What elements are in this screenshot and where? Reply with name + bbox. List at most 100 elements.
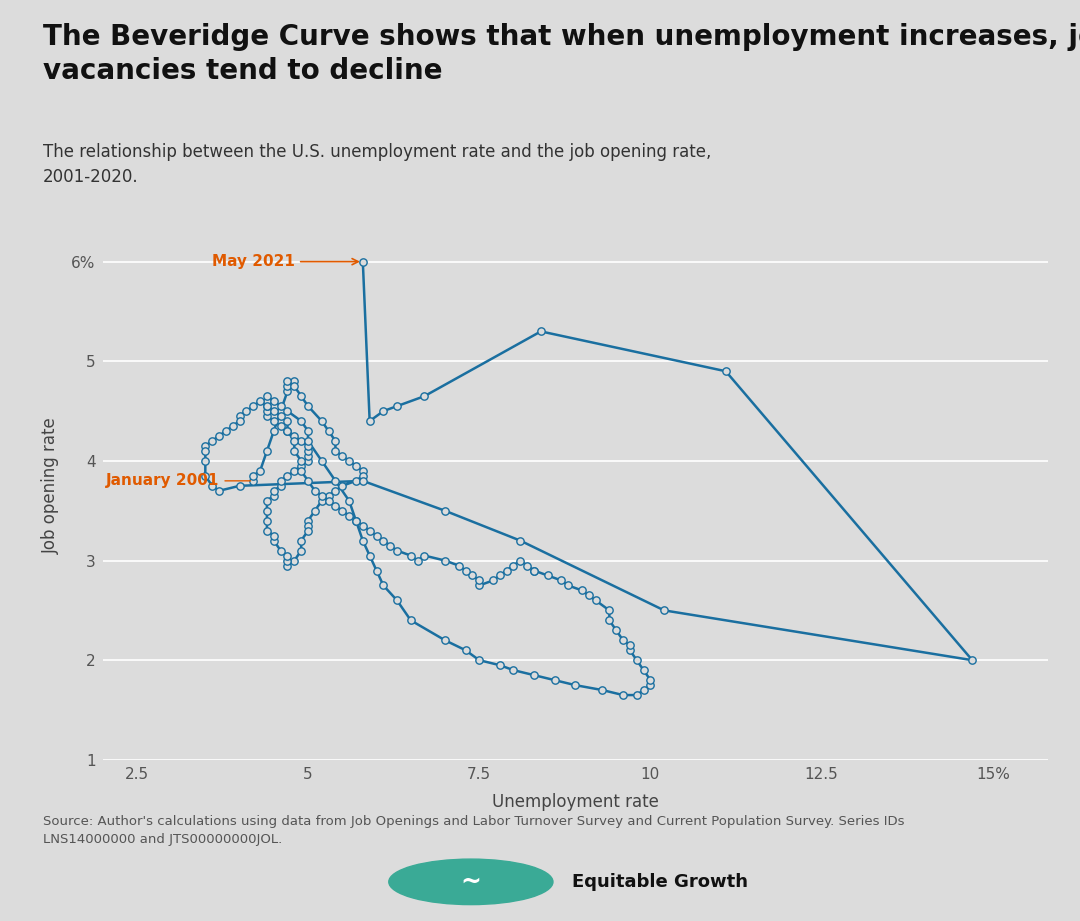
Point <box>258 513 275 528</box>
Point <box>293 533 310 548</box>
Point <box>320 424 337 438</box>
Point <box>334 479 351 494</box>
Point <box>389 543 406 558</box>
Point <box>525 563 542 577</box>
Point <box>375 403 392 418</box>
Point <box>293 434 310 449</box>
Point <box>416 389 433 403</box>
Point <box>266 488 283 503</box>
Point <box>327 484 345 498</box>
Point <box>457 643 474 658</box>
Point <box>272 479 289 494</box>
Point <box>252 463 269 478</box>
Point <box>580 588 597 602</box>
Point <box>231 409 248 424</box>
Point <box>293 463 310 478</box>
Point <box>594 682 611 697</box>
Point <box>266 403 283 418</box>
Point <box>299 438 316 453</box>
Point <box>340 508 357 523</box>
Point <box>279 424 296 438</box>
Point <box>258 399 275 414</box>
Point <box>354 473 372 488</box>
Point <box>600 613 618 628</box>
Point <box>471 578 488 593</box>
Point <box>272 403 289 418</box>
Point <box>299 453 316 468</box>
Point <box>354 533 372 548</box>
Point <box>354 519 372 533</box>
Point <box>279 414 296 428</box>
Point <box>299 424 316 438</box>
Point <box>450 558 468 573</box>
Point <box>553 573 570 588</box>
Point <box>436 633 454 647</box>
Point <box>518 558 536 573</box>
Point <box>299 399 316 414</box>
Point <box>286 434 303 449</box>
Point <box>539 568 556 583</box>
Point <box>389 593 406 608</box>
Text: The Beveridge Curve shows that when unemployment increases, job
vacancies tend t: The Beveridge Curve shows that when unem… <box>43 23 1080 85</box>
Point <box>320 494 337 508</box>
Point <box>436 504 454 519</box>
Point <box>512 554 529 568</box>
X-axis label: Unemployment rate: Unemployment rate <box>491 793 659 810</box>
Text: ~: ~ <box>460 869 482 894</box>
Point <box>231 479 248 494</box>
Text: May 2021: May 2021 <box>212 254 359 269</box>
Point <box>293 543 310 558</box>
Point <box>244 469 261 484</box>
Point <box>197 453 214 468</box>
Point <box>402 613 419 628</box>
Point <box>272 399 289 414</box>
Point <box>525 668 542 682</box>
Point <box>457 563 474 577</box>
Point <box>498 563 515 577</box>
Point <box>299 519 316 533</box>
Point <box>272 543 289 558</box>
Point <box>504 558 522 573</box>
Point <box>279 554 296 568</box>
Point <box>299 523 316 538</box>
Point <box>629 653 646 668</box>
Point <box>266 394 283 409</box>
Point <box>286 428 303 443</box>
Point <box>293 414 310 428</box>
Point <box>217 424 234 438</box>
Point <box>491 568 509 583</box>
Point <box>266 533 283 548</box>
Point <box>375 533 392 548</box>
Point <box>203 479 220 494</box>
Point <box>258 504 275 519</box>
Point <box>354 254 372 269</box>
Circle shape <box>389 859 553 904</box>
Point <box>656 603 673 618</box>
Point <box>361 414 378 428</box>
Point <box>272 473 289 488</box>
Point <box>368 563 386 577</box>
Point <box>600 603 618 618</box>
Point <box>286 374 303 389</box>
Point <box>512 533 529 548</box>
Point <box>375 578 392 593</box>
Point <box>286 554 303 568</box>
Point <box>258 444 275 459</box>
Point <box>340 494 357 508</box>
Point <box>348 473 365 488</box>
Point <box>197 469 214 484</box>
Point <box>573 583 591 598</box>
Point <box>471 653 488 668</box>
Point <box>436 554 454 568</box>
Point <box>717 364 734 379</box>
Point <box>266 484 283 498</box>
Point <box>361 548 378 563</box>
Point <box>279 469 296 484</box>
Point <box>635 663 652 678</box>
Point <box>211 484 228 498</box>
Point <box>197 444 214 459</box>
Point <box>381 538 399 553</box>
Point <box>615 633 632 647</box>
Point <box>286 463 303 478</box>
Point <box>334 449 351 463</box>
